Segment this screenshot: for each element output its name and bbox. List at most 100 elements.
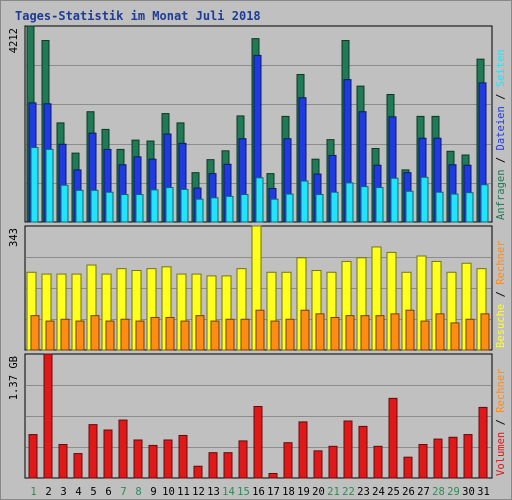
bar-volumen (118, 419, 128, 479)
bar-rechner (450, 322, 460, 351)
bar-volumen (28, 434, 38, 479)
bar-rechner (435, 313, 445, 351)
bar-volumen (403, 456, 413, 479)
x-tick-label: 2 (45, 486, 51, 498)
bar-seiten (165, 187, 174, 223)
x-tick-label: 23 (357, 486, 370, 498)
bar-volumen (193, 465, 203, 479)
bar-seiten (150, 189, 159, 223)
bar-seiten (345, 182, 354, 223)
bar-seiten (450, 193, 459, 223)
x-tick-label: 25 (387, 486, 400, 498)
x-tick-label: 30 (462, 486, 475, 498)
bar-volumen (148, 444, 158, 479)
bar-volumen (478, 406, 488, 479)
bar-rechner (480, 313, 490, 351)
bar-volumen (133, 439, 143, 479)
bottom-legend: Volumen / Rechner (495, 369, 507, 477)
bar-volumen (373, 445, 383, 479)
bar-seiten (315, 194, 324, 223)
x-tick-label: 9 (150, 486, 156, 498)
bar-rechner (45, 320, 55, 351)
x-tick-label: 5 (90, 486, 96, 498)
x-tick-label: 29 (447, 486, 460, 498)
bar-volumen (73, 453, 83, 479)
bar-volumen (88, 424, 98, 479)
x-tick-label: 11 (177, 486, 190, 498)
bar-volumen (313, 450, 323, 479)
bar-volumen (238, 440, 248, 479)
bar-volumen (328, 445, 338, 479)
x-tick-label: 3 (60, 486, 66, 498)
bar-seiten (60, 184, 69, 223)
x-tick-label: 6 (105, 486, 111, 498)
bar-seiten (255, 177, 264, 223)
bar-volumen (268, 472, 278, 479)
bar-rechner (105, 320, 115, 351)
bar-rechner (390, 313, 400, 351)
x-tick-label: 14 (222, 486, 235, 498)
bar-volumen (343, 420, 353, 479)
bar-rechner (60, 318, 70, 351)
legend-separator: / (495, 413, 507, 432)
bar-seiten (270, 198, 279, 223)
bar-seiten (360, 186, 369, 223)
bar-seiten (120, 194, 129, 223)
legend-item-anfragen: Anfragen (495, 169, 507, 220)
bar-rechner (315, 313, 325, 351)
bar-volumen (463, 434, 473, 479)
bar-seiten (330, 191, 339, 223)
x-tick-label: 17 (267, 486, 280, 498)
x-tick-label: 16 (252, 486, 265, 498)
x-tick-label: 31 (477, 486, 490, 498)
x-tick-label: 21 (327, 486, 340, 498)
bar-volumen (58, 444, 68, 479)
bar-rechner (165, 316, 175, 351)
bar-volumen (178, 434, 188, 479)
bar-seiten (375, 187, 384, 223)
legend-separator: / (495, 285, 507, 304)
legend-item-volumen: Volumen (495, 432, 507, 476)
bar-rechner (150, 316, 160, 351)
bar-rechner (300, 309, 310, 351)
bar-seiten (420, 176, 429, 223)
x-tick-label: 15 (237, 486, 250, 498)
bar-rechner (210, 320, 220, 351)
bar-seiten (180, 188, 189, 223)
bar-seiten (210, 197, 219, 223)
x-tick-label: 19 (297, 486, 310, 498)
x-tick-label: 18 (282, 486, 295, 498)
bar-volumen (223, 452, 233, 479)
legend-item-dateien: Dateien (495, 106, 507, 150)
bar-rechner (225, 318, 235, 351)
bar-rechner (420, 320, 430, 351)
x-tick-label: 7 (120, 486, 126, 498)
x-tick-label: 20 (312, 486, 325, 498)
x-tick-label: 4 (75, 486, 81, 498)
bar-seiten (480, 184, 489, 223)
bar-rechner (345, 315, 355, 351)
bar-seiten (90, 189, 99, 223)
bar-rechner (180, 320, 190, 351)
x-tick-label: 22 (342, 486, 355, 498)
bar-seiten (105, 191, 114, 223)
chart-title: Tages-Statistik im Monat Juli 2018 (15, 9, 261, 23)
bar-rechner (465, 318, 475, 351)
bar-volumen (43, 353, 53, 479)
x-tick-label: 28 (432, 486, 445, 498)
x-tick-label: 26 (402, 486, 415, 498)
x-tick-label: 13 (207, 486, 220, 498)
legend-item-rechner: Rechner (495, 369, 507, 413)
bar-seiten (45, 148, 54, 223)
bar-seiten (195, 198, 204, 223)
bar-volumen (448, 436, 458, 479)
legend-item-besuche: Besuche (495, 304, 507, 348)
bar-rechner (240, 318, 250, 351)
bar-seiten (300, 180, 309, 223)
bar-volumen (358, 425, 368, 479)
bar-rechner (195, 315, 205, 351)
bar-volumen (208, 452, 218, 479)
bar-rechner (30, 315, 40, 351)
